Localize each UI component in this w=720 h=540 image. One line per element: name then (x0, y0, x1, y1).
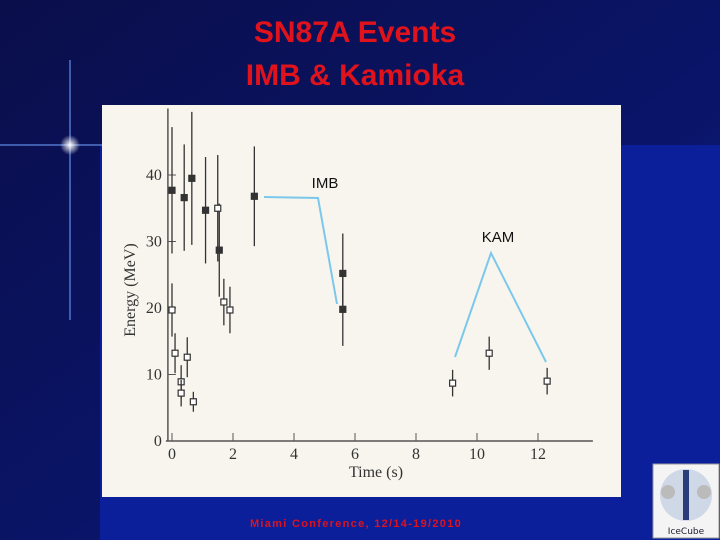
logo: IceCube (652, 463, 720, 539)
point (180, 194, 188, 202)
svg-text:IceCube: IceCube (668, 527, 705, 537)
chart-area (102, 105, 621, 497)
point (168, 186, 176, 194)
point (189, 398, 197, 406)
y-axis-label: Energy (MeV) (122, 243, 139, 336)
x-tick-label: 8 (412, 446, 420, 463)
point (339, 305, 347, 313)
point (220, 298, 228, 306)
chart: 0 2 4 6 8 10 12 0 10 20 30 40 Time (s) Energy (MeV) IM… (122, 108, 593, 481)
x-tick-label: 10 (469, 446, 485, 463)
footer: Miami Conference, 12/14-19/2010 (250, 518, 462, 530)
flare (60, 135, 80, 155)
arrows (263, 196, 547, 363)
series-label: KAM (482, 229, 515, 246)
y-tick-label: 0 (154, 433, 162, 450)
point (215, 246, 223, 254)
point (177, 389, 185, 397)
x-tick-label: 0 (168, 446, 176, 463)
point (543, 377, 551, 385)
point (201, 206, 210, 214)
point (183, 353, 191, 361)
point (250, 192, 258, 200)
y-tick-label: 10 (146, 367, 162, 384)
x-tick-label: 12 (530, 446, 546, 463)
title: IMB & Kamioka (246, 59, 465, 92)
point (214, 204, 222, 212)
point (485, 349, 493, 357)
series-label: IMB (312, 175, 339, 192)
y-tick-label: 20 (146, 300, 162, 317)
x-tick-label: 4 (290, 446, 298, 463)
point (226, 306, 234, 314)
point (188, 174, 196, 182)
point (171, 349, 179, 357)
x-tick-label: 2 (229, 446, 237, 463)
x-tick-label: 6 (351, 446, 359, 463)
x-axis-label: Time (s) (349, 464, 403, 481)
point (168, 306, 176, 314)
title: SN87A Events (254, 16, 456, 49)
y-tick-label: 30 (146, 234, 162, 251)
point (449, 379, 457, 387)
y-tick-label: 40 (146, 167, 162, 184)
